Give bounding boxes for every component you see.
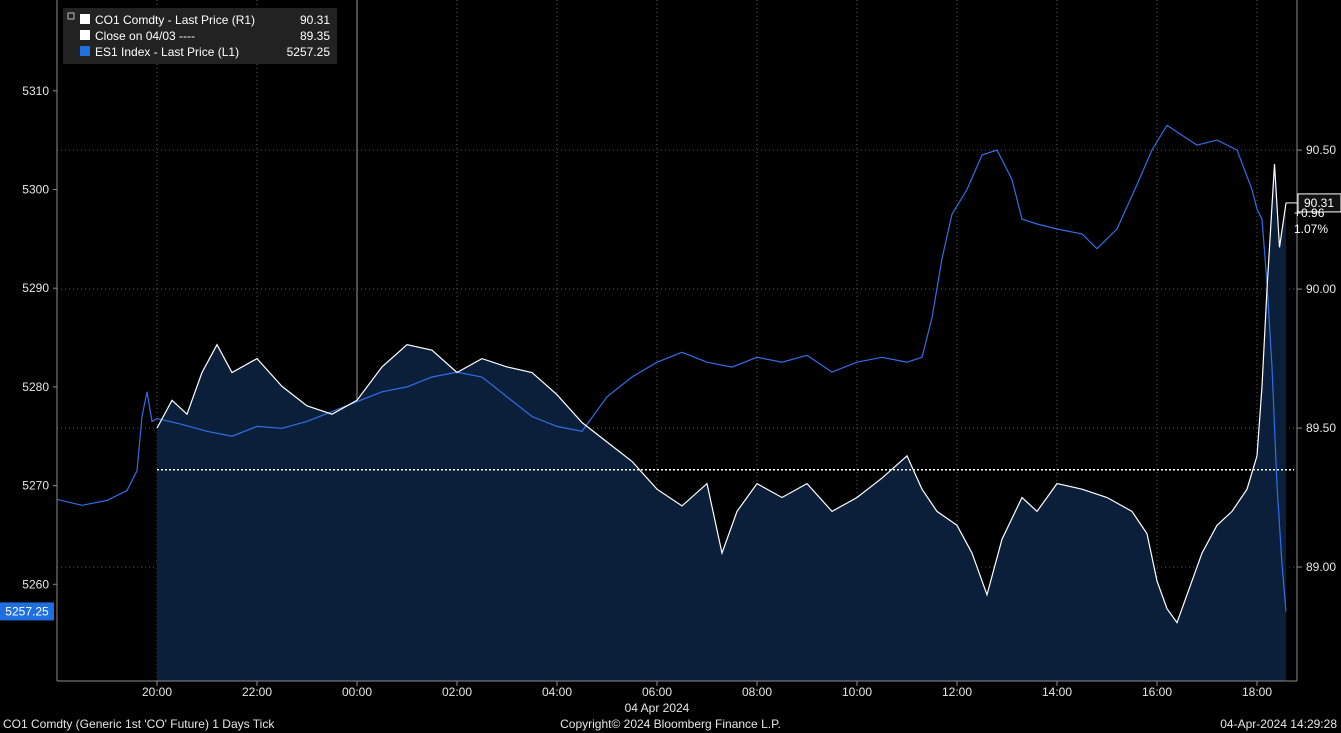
- x-tick-label: 14:00: [1042, 685, 1072, 699]
- date-label: 04 Apr 2024: [625, 701, 690, 715]
- left-price-badge-label: 5257.25: [5, 604, 49, 618]
- y-right-tick-label: 89.50: [1306, 421, 1336, 435]
- axes: 20:00 22:00 00:00 02:00 04:00 06:00 08:00 10:00…: [22, 0, 1336, 715]
- x-tick-label: 18:00: [1242, 685, 1272, 699]
- x-tick-label: 16:00: [1142, 685, 1172, 699]
- footer-timestamp: 04-Apr-2024 14:29:28: [1220, 717, 1337, 731]
- es-line-layer: [56, 124, 1287, 612]
- right-price-badge-label: 90.31: [1304, 196, 1334, 210]
- y-left-tick-label: 5270: [22, 479, 49, 493]
- legend: CO1 Comdty - Last Price (R1) 90.31 Close o…: [63, 8, 337, 64]
- y-left-tick-label: 5260: [22, 577, 49, 591]
- y-left-tick-label: 5300: [22, 182, 49, 196]
- legend-value: 89.35: [300, 29, 330, 43]
- es-line: [56, 124, 1287, 612]
- x-tick-label: 06:00: [642, 685, 672, 699]
- change-percent: 1.07%: [1294, 222, 1328, 236]
- y-right-tick-label: 89.00: [1306, 560, 1336, 574]
- legend-value: 90.31: [300, 13, 330, 27]
- y-left-tick-label: 5290: [22, 281, 49, 295]
- right-price-badge: [1297, 193, 1341, 213]
- brent-area: [157, 164, 1286, 681]
- x-tick-label: 08:00: [742, 685, 772, 699]
- change-value: +0.96: [1294, 206, 1325, 220]
- footer-security-label: CO1 Comdty (Generic 1st 'CO' Future) 1 D…: [3, 717, 275, 731]
- y-right-tick-label: 90.00: [1306, 282, 1336, 296]
- legend-box: [63, 8, 337, 64]
- legend-label: Close on 04/03 ----: [95, 29, 195, 43]
- legend-label: CO1 Comdty - Last Price (R1): [95, 13, 255, 27]
- white-square-icon: [80, 14, 90, 24]
- y-right-tick-label: 90.50: [1306, 143, 1336, 157]
- brent-area-layer: [157, 164, 1286, 681]
- y-left-tick-label: 5310: [22, 84, 49, 98]
- x-tick-label: 02:00: [442, 685, 472, 699]
- brent-line: [156, 163, 1287, 624]
- legend-value: 5257.25: [287, 45, 331, 59]
- chart: 20:00 22:00 00:00 02:00 04:00 06:00 08:00 10:00…: [0, 0, 1341, 715]
- annotations: 90.31 5257.25 +0.96 1.07%: [0, 193, 1341, 621]
- legend-label: ES1 Index - Last Price (L1): [95, 45, 239, 59]
- x-tick-label: 00:00: [342, 685, 372, 699]
- x-tick-label: 04:00: [542, 685, 572, 699]
- x-tick-label: 20:00: [142, 685, 172, 699]
- collapse-icon: [67, 12, 75, 20]
- x-tick-label: 12:00: [942, 685, 972, 699]
- x-tick-label: 22:00: [242, 685, 272, 699]
- footer-copyright: Copyright© 2024 Bloomberg Finance L.P.: [560, 717, 781, 731]
- left-price-badge: [0, 602, 54, 621]
- brent-line-layer: [156, 163, 1287, 624]
- y-left-tick-label: 5280: [22, 380, 49, 394]
- white-square-icon: [80, 30, 90, 40]
- blue-square-icon: [80, 46, 90, 56]
- x-tick-label: 10:00: [842, 685, 872, 699]
